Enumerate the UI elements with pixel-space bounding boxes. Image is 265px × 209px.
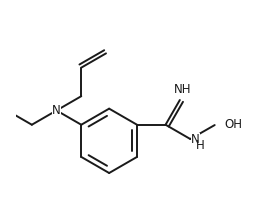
Text: N: N <box>52 104 61 117</box>
Text: NH: NH <box>174 83 191 96</box>
Text: OH: OH <box>224 117 242 131</box>
Text: H: H <box>196 139 205 152</box>
Text: N: N <box>191 133 200 145</box>
